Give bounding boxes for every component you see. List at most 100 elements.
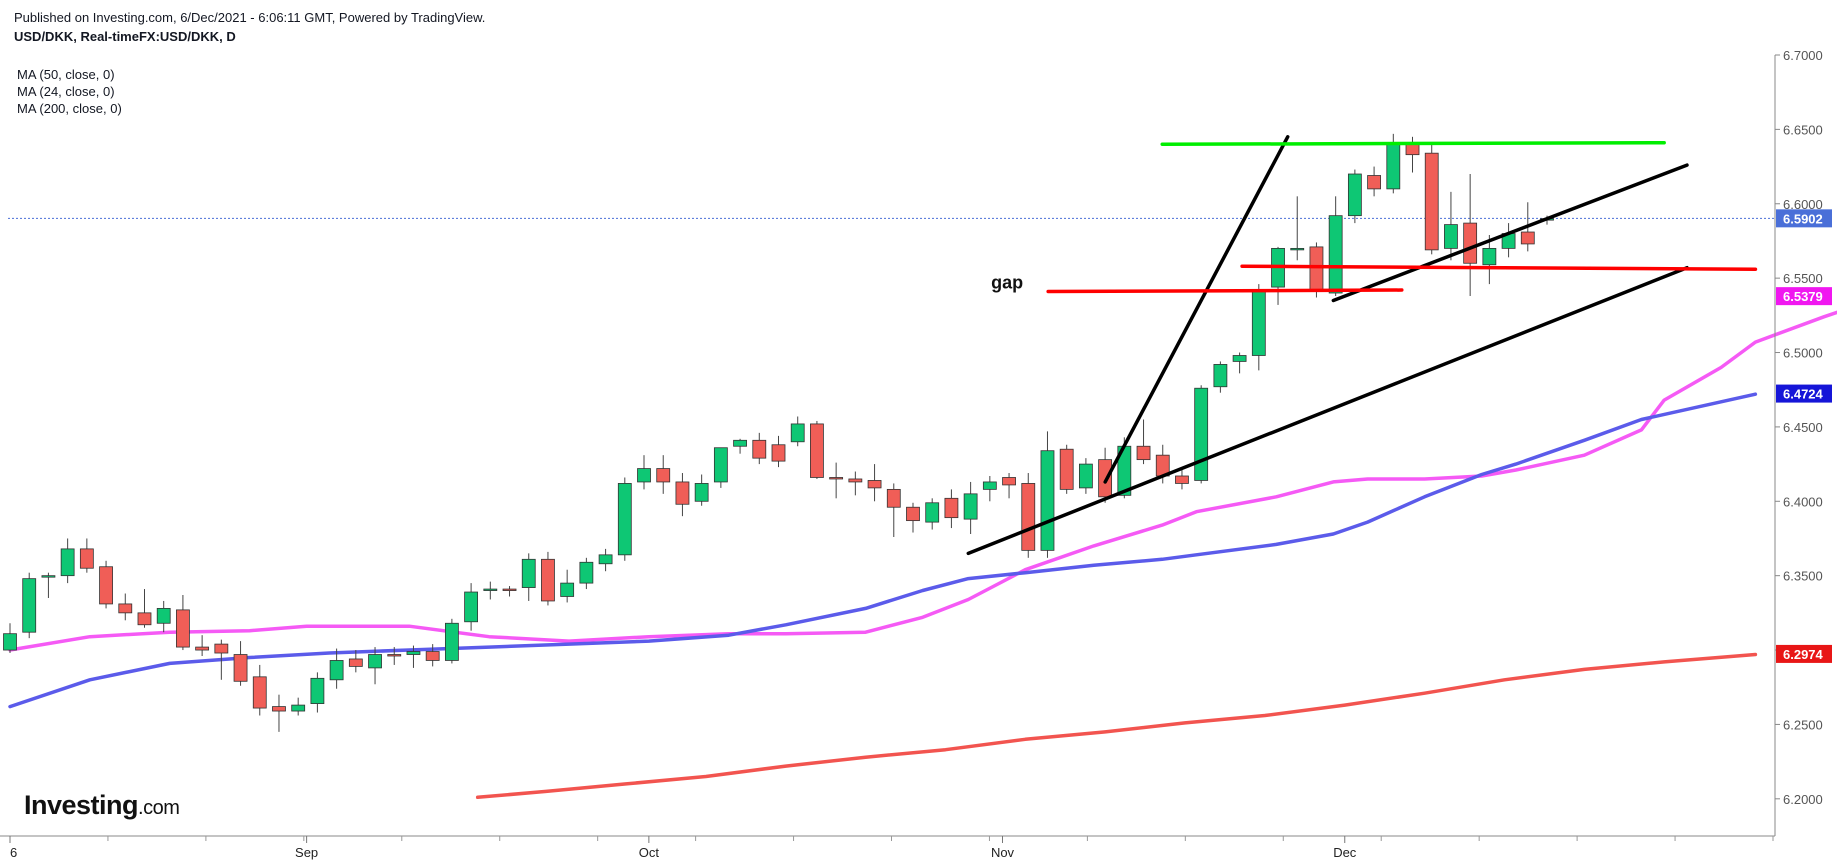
candle-body	[771, 444, 786, 462]
candle-body	[579, 561, 594, 584]
price-badge-label: 6.2974	[1783, 647, 1824, 662]
indicator-ma200-label[interactable]: MA (200, close, 0)	[17, 101, 122, 116]
candle-body	[176, 609, 190, 648]
candle-body	[195, 646, 210, 651]
candle-body	[156, 607, 171, 624]
logo-name: Investing	[24, 790, 139, 820]
candle-body	[752, 439, 767, 459]
candle-body	[1424, 152, 1439, 251]
moving-average-line	[8, 392, 1758, 709]
candle-body	[464, 591, 479, 623]
candle-body	[444, 622, 459, 661]
indicator-legend: MA (50, close, 0) MA (24, close, 0) MA (…	[17, 66, 122, 117]
candle-body	[560, 582, 575, 597]
y-tick-label: 6.5000	[1783, 346, 1823, 361]
candle-body	[521, 558, 536, 588]
y-tick-label: 6.6500	[1783, 122, 1823, 137]
candle-body	[137, 612, 152, 626]
candle-body	[906, 506, 920, 522]
candle-body	[656, 468, 671, 483]
logo-suffix: .com	[138, 797, 180, 819]
candlestick-layer	[3, 133, 1554, 732]
candle-body	[790, 423, 805, 443]
axis-layer: 6.7000 6.6500 6.6000 6.5500 6.5000 6.4500 6.40…	[0, 48, 1832, 860]
candle-body	[1290, 247, 1305, 251]
price-badge-label: 6.5902	[1783, 211, 1823, 226]
candle-body	[99, 566, 113, 605]
y-tick-label: 6.4000	[1783, 494, 1823, 509]
candle-body	[118, 603, 133, 614]
candle-body	[310, 677, 325, 705]
candle-body	[1309, 246, 1324, 292]
y-tick-label: 6.5500	[1783, 271, 1823, 286]
y-tick-label: 6.2000	[1783, 792, 1823, 807]
candle-body	[1175, 475, 1189, 484]
candle-body	[1213, 364, 1228, 388]
y-tick-label: 6.2500	[1783, 717, 1823, 732]
indicator-ma24-label[interactable]: MA (24, close, 0)	[17, 84, 115, 99]
candle-body	[3, 633, 17, 651]
moving-average-line	[475, 652, 1758, 800]
drawn-lines-layer	[966, 135, 1758, 556]
candle-body	[214, 643, 229, 654]
trend-line	[1331, 163, 1689, 303]
candle-body	[598, 554, 613, 565]
candle-body	[1194, 387, 1209, 481]
indicator-ma50-label[interactable]: MA (50, close, 0)	[17, 67, 115, 82]
price-badge	[1776, 644, 1832, 663]
y-tick-label: 6.3500	[1783, 569, 1823, 584]
candle-body	[1444, 224, 1458, 249]
price-badge-label: 6.4724	[1783, 387, 1824, 402]
candle-body	[291, 704, 306, 712]
candle-body	[1386, 143, 1401, 190]
y-tick-label: 6.4500	[1783, 420, 1823, 435]
candle-body	[886, 488, 901, 508]
price-badge	[1776, 384, 1832, 403]
candle-body	[22, 578, 37, 633]
trend-line	[1103, 135, 1290, 484]
x-tick-label: Dec	[1333, 845, 1357, 860]
candle-body	[79, 548, 94, 569]
candle-body	[502, 588, 517, 591]
candle-body	[810, 423, 824, 478]
x-tick-label: Nov	[991, 845, 1015, 860]
candle-body	[1251, 289, 1266, 356]
candle-body	[1328, 215, 1343, 294]
candle-body	[233, 654, 248, 682]
candle-body	[1520, 231, 1535, 245]
chart-header: Published on Investing.com, 6/Dec/2021 -…	[14, 10, 485, 48]
candle-body	[1463, 222, 1478, 264]
candle-body	[713, 447, 728, 483]
moving-average-line	[8, 310, 1837, 652]
trend-line	[1240, 264, 1758, 271]
candle-body	[1002, 477, 1016, 486]
candle-body	[368, 654, 382, 669]
candle-body	[637, 468, 651, 483]
candle-body	[387, 654, 402, 657]
candle-body	[1347, 173, 1362, 217]
trend-line	[1046, 288, 1404, 294]
candle-body	[963, 493, 978, 520]
y-tick-label: 6.7000	[1783, 48, 1823, 63]
candle-body	[1232, 355, 1247, 362]
investing-logo: Investing.com	[24, 790, 180, 821]
price-badge-label: 6.5379	[1783, 289, 1823, 304]
candle-body	[483, 588, 498, 591]
published-line: Published on Investing.com, 6/Dec/2021 -…	[14, 10, 486, 25]
annotation-layer: gap	[991, 273, 1023, 293]
candle-body	[982, 481, 997, 490]
candle-body	[848, 478, 863, 483]
candle-body	[867, 480, 882, 489]
candle-body	[925, 502, 940, 523]
candle-body	[1482, 247, 1497, 266]
candle-body	[541, 558, 555, 602]
candle-body	[329, 660, 344, 681]
candle-body	[1040, 450, 1055, 551]
candle-body	[1136, 445, 1151, 461]
candle-body	[41, 575, 56, 578]
candle-body	[1079, 463, 1093, 489]
candle-body	[406, 651, 421, 655]
x-tick-label: 6	[10, 845, 17, 860]
symbol-line: USD/DKK, Real-timeFX:USD/DKK, D	[14, 29, 236, 44]
